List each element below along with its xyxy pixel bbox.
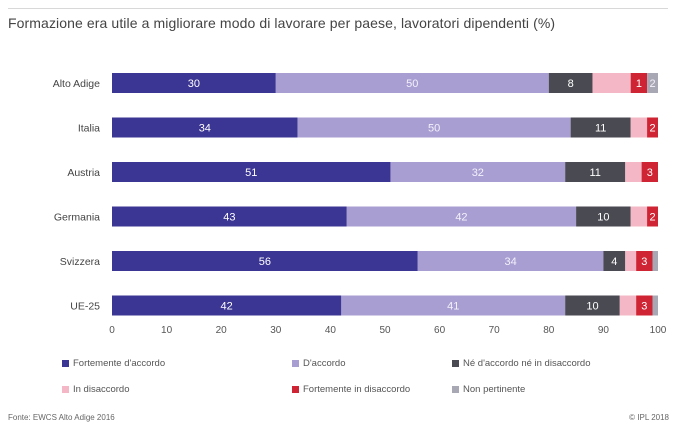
legend-item-2: Né d'accordo né in disaccordo bbox=[452, 358, 591, 369]
bar-segment bbox=[576, 206, 631, 227]
legend-swatch bbox=[452, 386, 459, 393]
data-label: 50 bbox=[406, 78, 418, 90]
bar-segment bbox=[636, 251, 653, 271]
legend-item-5: Non pertinente bbox=[452, 384, 525, 395]
data-label: 56 bbox=[259, 256, 271, 268]
bar-segment bbox=[112, 162, 391, 182]
bar-segment bbox=[390, 162, 566, 182]
x-tick-label: 70 bbox=[489, 325, 501, 336]
bar-segment bbox=[346, 206, 577, 227]
data-label: 10 bbox=[597, 212, 609, 224]
bar-segment bbox=[630, 206, 648, 227]
bar-segment bbox=[625, 251, 637, 271]
legend-label: In disaccordo bbox=[73, 384, 130, 395]
legend-item-0: Fortemente d'accordo bbox=[62, 358, 165, 369]
legend-label: Non pertinente bbox=[463, 384, 526, 395]
data-label: 8 bbox=[568, 78, 574, 90]
bar-segment bbox=[548, 73, 593, 93]
bar-segment bbox=[652, 251, 658, 271]
x-tick-label: 20 bbox=[216, 325, 228, 336]
bar-segment bbox=[647, 206, 658, 227]
legend-item-4: Fortemente in disaccordo bbox=[292, 384, 410, 395]
x-tick-label: 100 bbox=[650, 325, 667, 336]
x-tick-label: 30 bbox=[270, 325, 282, 336]
bar-segment bbox=[603, 251, 626, 271]
bar-segment bbox=[630, 117, 648, 138]
bar-segment bbox=[641, 162, 658, 182]
top-rule bbox=[8, 8, 668, 9]
chart-title: Formazione era utile a migliorare modo d… bbox=[8, 15, 556, 31]
data-label: 11 bbox=[589, 167, 600, 179]
data-label: 3 bbox=[647, 167, 653, 179]
data-label: 34 bbox=[504, 256, 516, 268]
data-label: 43 bbox=[223, 212, 235, 224]
bar-segment bbox=[112, 73, 276, 93]
data-label: 41 bbox=[447, 301, 459, 313]
bar-segment bbox=[652, 295, 658, 316]
legend-swatch bbox=[62, 386, 69, 393]
category-label: Germania bbox=[54, 212, 100, 224]
data-label: 11 bbox=[595, 123, 606, 135]
data-label: 4 bbox=[611, 256, 617, 268]
category-label: Alto Adige bbox=[53, 78, 100, 90]
bar-segment bbox=[630, 73, 648, 93]
data-label: 3 bbox=[641, 256, 647, 268]
data-label: 3 bbox=[641, 301, 647, 313]
bar-segment bbox=[619, 295, 637, 316]
legend-label: Fortemente in disaccordo bbox=[303, 384, 411, 395]
bar-segment bbox=[570, 117, 631, 138]
category-label: Italia bbox=[78, 123, 100, 135]
bar-segment bbox=[417, 251, 604, 271]
legend-item-1: D'accordo bbox=[292, 358, 345, 369]
data-label: 42 bbox=[455, 212, 467, 224]
legend-label: Fortemente d'accordo bbox=[73, 358, 166, 369]
category-label: UE-25 bbox=[70, 301, 100, 313]
x-tick-label: 40 bbox=[325, 325, 337, 336]
bar-segment bbox=[112, 251, 418, 271]
data-label: 2 bbox=[649, 123, 655, 135]
data-label: 42 bbox=[221, 301, 233, 313]
category-label: Svizzera bbox=[60, 256, 100, 268]
data-label: 32 bbox=[472, 167, 484, 179]
bar-segment bbox=[112, 117, 298, 138]
data-label: 10 bbox=[586, 301, 598, 313]
legend-swatch bbox=[292, 386, 299, 393]
data-label: 34 bbox=[199, 123, 211, 135]
legend-swatch bbox=[292, 360, 299, 367]
legend-item-3: In disaccordo bbox=[62, 384, 130, 395]
source-note: Fonte: EWCS Alto Adige 2016 bbox=[8, 413, 115, 422]
x-tick-label: 80 bbox=[543, 325, 555, 336]
data-label: 2 bbox=[649, 78, 655, 90]
bar-segment bbox=[647, 73, 658, 93]
bar-segment bbox=[565, 295, 620, 316]
legend-label: Né d'accordo né in disaccordo bbox=[463, 358, 591, 369]
x-tick-label: 90 bbox=[598, 325, 610, 336]
data-label: 2 bbox=[649, 212, 655, 224]
bar-segment bbox=[112, 295, 342, 316]
data-label: 1 bbox=[636, 78, 642, 90]
x-tick-label: 0 bbox=[109, 325, 115, 336]
data-label: 50 bbox=[428, 123, 440, 135]
data-label: 30 bbox=[188, 78, 200, 90]
bar-segment bbox=[625, 162, 642, 182]
credit-note: © IPL 2018 bbox=[629, 413, 669, 422]
x-tick-label: 60 bbox=[434, 325, 446, 336]
bar-segment bbox=[636, 295, 653, 316]
bar-segment bbox=[112, 206, 347, 227]
bar-segment bbox=[647, 117, 658, 138]
legend-swatch bbox=[452, 360, 459, 367]
bar-segment bbox=[341, 295, 566, 316]
x-tick-label: 10 bbox=[161, 325, 173, 336]
legend-swatch bbox=[62, 360, 69, 367]
bar-segment bbox=[565, 162, 626, 182]
x-tick-label: 50 bbox=[379, 325, 391, 336]
bar-segment bbox=[592, 73, 631, 93]
legend-label: D'accordo bbox=[303, 358, 346, 369]
data-label: 51 bbox=[245, 167, 257, 179]
category-label: Austria bbox=[67, 167, 100, 179]
bar-segment bbox=[275, 73, 549, 93]
bar-segment bbox=[297, 117, 571, 138]
